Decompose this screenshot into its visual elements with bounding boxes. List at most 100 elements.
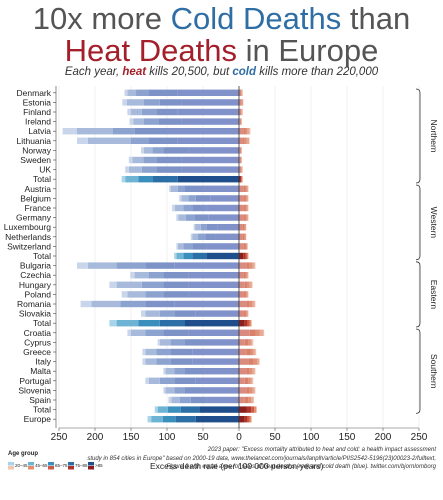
cold-bar-segment: [147, 416, 152, 423]
cold-bar-segment: [149, 137, 178, 144]
cold-bar-segment: [116, 281, 142, 288]
cold-bar-segment: [190, 233, 193, 240]
row-label: Latvia: [28, 126, 51, 136]
heat-bar-segment: [240, 118, 242, 125]
cold-bar-segment: [188, 329, 239, 336]
group-bracket: [415, 88, 421, 184]
cold-bar-segment: [176, 214, 179, 221]
cold-bar-segment: [200, 224, 207, 231]
cold-bar-segment: [179, 195, 182, 202]
cold-bar-segment: [122, 99, 127, 106]
x-tick-label: 250: [411, 432, 428, 443]
source-footnote: 2023 paper: "Excess mortality attributed…: [48, 446, 436, 472]
cold-bar-segment: [156, 166, 182, 173]
cold-bar-segment: [185, 185, 203, 192]
heat-bar-segment: [239, 176, 241, 183]
heat-bar-segment: [244, 281, 248, 288]
heat-bar-segment: [253, 358, 257, 365]
row-label: Switzerland: [7, 241, 51, 251]
heat-bar-segment: [245, 272, 247, 279]
heat-bar-segment: [251, 396, 254, 404]
heat-bar-segment: [239, 329, 250, 336]
legend-swatch-cold: [8, 462, 14, 466]
legend-swatch-cold: [88, 462, 94, 466]
cold-bar-segment: [154, 406, 158, 413]
heat-bar-segment: [246, 291, 249, 298]
cold-bar-segment: [195, 310, 239, 317]
cold-bar-segment: [163, 387, 166, 394]
heat-bar-segment: [239, 320, 245, 327]
cold-bar-segment: [159, 339, 171, 346]
legend-label: 65–75: [55, 463, 68, 468]
cold-bar-segment: [203, 368, 239, 375]
heat-bar-segment: [248, 377, 251, 384]
cold-bar-segment: [181, 166, 239, 173]
cold-bar-segment: [177, 137, 239, 144]
heat-bar-segment: [241, 166, 243, 173]
cold-bar-segment: [158, 118, 182, 125]
row-label: Croatia: [24, 328, 52, 338]
heat-bar-segment: [246, 348, 251, 356]
cold-bar-segment: [80, 300, 92, 308]
cold-bar-segment: [130, 272, 135, 279]
heat-bar-segment: [246, 387, 250, 394]
cold-bar-segment: [169, 185, 171, 192]
heat-bar-segment: [254, 262, 256, 269]
heat-bar-segment: [249, 300, 253, 308]
title-heat-deaths: Heat Deaths: [64, 33, 237, 68]
cold-bar-segment: [199, 406, 239, 413]
cold-bar-segment: [77, 128, 113, 135]
heat-bar-segment: [239, 166, 241, 173]
heat-bar-segment: [249, 281, 252, 288]
legend-swatch-heat: [68, 466, 74, 470]
heat-bar-segment: [245, 185, 247, 192]
row-label: Norway: [22, 145, 52, 155]
legend-title: Age group: [8, 451, 38, 457]
legend-label: 20–45: [15, 463, 28, 468]
heat-bar-segment: [245, 291, 247, 298]
heat-bar-segment: [249, 329, 256, 336]
cold-bar-segment: [190, 396, 207, 404]
heat-bar-segment: [253, 396, 255, 404]
cold-bar-segment: [127, 329, 131, 336]
cold-bar-segment: [62, 128, 77, 135]
cold-bar-segment: [170, 185, 178, 192]
heat-bar-segment: [243, 195, 246, 202]
legend-swatch-cold: [28, 462, 34, 466]
row-label: Czechia: [20, 270, 51, 280]
row-label: Denmark: [17, 88, 52, 98]
cold-bar-segment: [170, 348, 193, 356]
cold-bar-segment: [195, 195, 211, 202]
cold-bar-segment: [125, 176, 139, 183]
cold-bar-segment: [188, 195, 196, 202]
row-label: Sweden: [20, 155, 51, 165]
footnote-line: 2023 paper: "Excess mortality attributed…: [207, 447, 436, 453]
group-bracket: [415, 184, 421, 261]
cold-bar-segment: [134, 128, 167, 135]
row-label: Total: [33, 405, 51, 415]
heat-bar-segment: [242, 224, 245, 231]
cold-bar-segment: [206, 243, 239, 250]
cold-bar-segment: [149, 89, 178, 96]
heat-bar-segment: [246, 262, 250, 269]
row-label: Ireland: [25, 117, 51, 127]
subtitle-part: kills 20,500, but: [146, 66, 233, 78]
heat-bar-segment: [243, 272, 246, 279]
cold-bar-segment: [151, 416, 163, 423]
heat-bar-segment: [245, 214, 247, 221]
row-label: UK: [39, 165, 51, 175]
cold-bar-segment: [175, 416, 196, 423]
cold-bar-segment: [141, 147, 144, 154]
row-label: Romania: [17, 299, 51, 309]
cold-bar-segment: [193, 224, 196, 231]
cold-bar-segment: [157, 406, 168, 413]
heat-bar-segment: [241, 108, 243, 116]
cold-bar-segment: [128, 156, 133, 164]
x-tick-label: 200: [375, 432, 392, 443]
row-label: Malta: [30, 366, 51, 376]
heat-bar-segment: [241, 118, 242, 125]
heat-bar-segment: [249, 128, 251, 135]
cold-bar-segment: [185, 368, 203, 375]
cold-bar-segment: [178, 214, 186, 221]
cold-bar-segment: [143, 118, 159, 125]
